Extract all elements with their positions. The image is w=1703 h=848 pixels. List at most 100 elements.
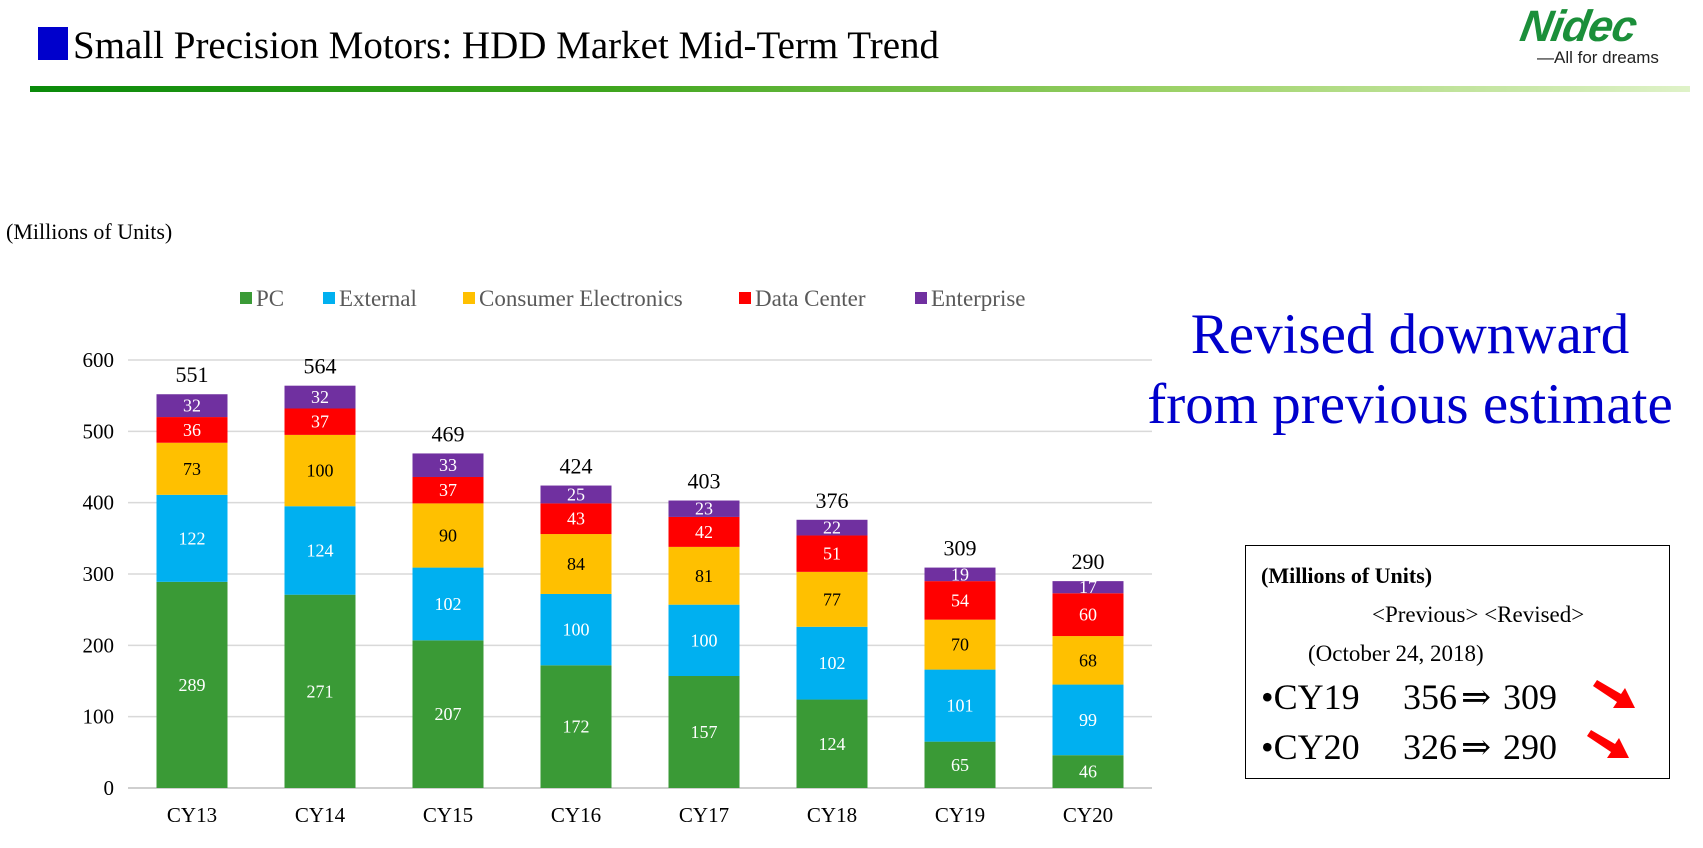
legend-label: Data Center	[755, 286, 866, 311]
stacked-bar-chart: PC External Consumer Electronics Data Cente…	[83, 286, 1152, 827]
bar-data-label: 73	[183, 459, 201, 479]
bar-data-label: 51	[823, 544, 841, 564]
chart-units-label: (Millions of Units)	[6, 219, 173, 244]
x-tick-label: CY17	[679, 803, 729, 827]
x-tick-label: CY18	[807, 803, 857, 827]
legend-label: External	[339, 286, 417, 311]
bar-data-label: 17	[1079, 577, 1097, 597]
x-tick-label: CY15	[423, 803, 473, 827]
row-year: •CY19	[1261, 677, 1360, 717]
bar-segment-data-center	[284, 408, 356, 435]
bar-segment-data-center	[924, 581, 996, 620]
bar-segment-enterprise	[668, 500, 740, 517]
revision-callout: Revised downward from previous estimate	[1130, 300, 1690, 440]
x-tick-label: CY16	[551, 803, 601, 827]
bar-segment-consumer-electronics	[540, 534, 612, 594]
y-tick-label: 400	[83, 491, 115, 515]
bar-segment-pc	[540, 665, 612, 788]
bar-segment-data-center	[796, 535, 868, 572]
bar-data-label: 102	[819, 653, 846, 673]
company-logo: Nidec —All for dreams	[1515, 2, 1685, 72]
legend-label: PC	[256, 286, 284, 311]
logo-wordmark: Nidec	[1516, 2, 1641, 51]
bar-data-label: 68	[1079, 650, 1097, 670]
bar-total-label: 424	[560, 454, 593, 479]
bar-data-label: 77	[823, 589, 841, 609]
bar-data-label: 22	[823, 518, 841, 538]
bar-total-label: 403	[688, 469, 721, 494]
bar-segment-enterprise	[156, 394, 228, 418]
row-arrow: ⇒	[1461, 727, 1492, 767]
row-revised: 290	[1503, 727, 1557, 767]
bar-data-label: 37	[439, 480, 457, 500]
bar-segment-pc	[156, 581, 228, 788]
bar-segment-pc	[412, 640, 484, 788]
bar-segment-consumer-electronics	[924, 619, 996, 670]
bar-segment-external	[796, 626, 868, 700]
bar-segment-enterprise	[796, 519, 868, 536]
bar-data-label: 124	[819, 734, 846, 754]
bar-data-label: 84	[567, 554, 585, 574]
bar-segment-enterprise	[924, 567, 996, 582]
bar-data-label: 70	[951, 635, 969, 655]
row-revised: 309	[1503, 677, 1557, 717]
bar-data-label: 124	[307, 540, 334, 560]
revision-summary-box: (Millions of Units) <Previous> <Revised>…	[1245, 545, 1670, 779]
row-previous: 326	[1403, 727, 1457, 767]
y-axis: 0 100 200 300 400 500 600	[83, 348, 115, 800]
y-tick-label: 300	[83, 562, 115, 586]
x-tick-label: CY14	[295, 803, 346, 827]
bar-data-label: 33	[439, 455, 457, 475]
chart-legend: PC External Consumer Electronics Data Cente…	[240, 286, 1026, 311]
bar-data-label: 23	[695, 499, 713, 519]
bar-segment-consumer-electronics	[156, 442, 228, 495]
y-tick-label: 500	[83, 419, 115, 443]
bar-segment-pc	[668, 676, 740, 788]
title-marker	[38, 27, 68, 60]
bar-data-label: 60	[1079, 605, 1097, 625]
bar-data-label: 32	[183, 396, 201, 416]
y-tick-label: 0	[104, 776, 115, 800]
bar-data-label: 207	[435, 704, 462, 724]
down-trend-arrow-icon	[1593, 680, 1635, 708]
bar-total-label: 469	[432, 421, 465, 446]
legend-swatch	[463, 292, 475, 304]
bar-data-label: 157	[691, 722, 718, 742]
bar-data-label: 172	[563, 717, 590, 737]
bar-data-label: 101	[947, 696, 974, 716]
chart-bars: 2891227336322711241003732207102903733172…	[156, 385, 1124, 788]
row-year: •CY20	[1261, 727, 1360, 767]
bar-data-label: 32	[311, 387, 329, 407]
bar-segment-consumer-electronics	[668, 546, 740, 605]
bar-total-label: 290	[1072, 549, 1105, 574]
bar-segment-enterprise	[284, 385, 356, 409]
bar-total-label: 551	[176, 362, 209, 387]
y-tick-label: 200	[83, 633, 115, 657]
row-arrow: ⇒	[1461, 677, 1492, 717]
bar-data-label: 100	[307, 461, 334, 481]
x-tick-label: CY13	[167, 803, 217, 827]
bar-data-label: 81	[695, 566, 713, 586]
bar-segment-external	[156, 494, 228, 582]
title-underline	[30, 86, 1690, 92]
bar-segment-data-center	[1052, 593, 1124, 637]
bar-segment-data-center	[540, 503, 612, 535]
x-tick-label: CY19	[935, 803, 985, 827]
bar-data-label: 100	[563, 620, 590, 640]
bar-segment-external	[1052, 684, 1124, 756]
bar-segment-pc	[924, 741, 996, 788]
bar-segment-data-center	[156, 417, 228, 443]
legend-label: Consumer Electronics	[479, 286, 683, 311]
bar-total-label: 564	[304, 354, 337, 379]
bar-segment-consumer-electronics	[796, 571, 868, 627]
box-column-header: <Previous> <Revised>	[1372, 602, 1585, 627]
bar-data-label: 102	[435, 594, 462, 614]
bar-data-label: 46	[1079, 762, 1097, 782]
bar-segment-consumer-electronics	[284, 434, 356, 507]
bar-segment-external	[540, 593, 612, 666]
bar-segment-external	[412, 567, 484, 641]
callout-line-2: from previous estimate	[1147, 373, 1673, 436]
bar-total-label: 309	[944, 536, 977, 561]
bar-segment-data-center	[668, 516, 740, 547]
bar-data-label: 99	[1079, 710, 1097, 730]
